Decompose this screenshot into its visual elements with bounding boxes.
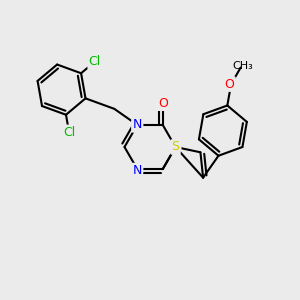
Text: N: N [133,118,142,131]
FancyBboxPatch shape [88,57,102,67]
Text: Cl: Cl [63,126,75,139]
FancyBboxPatch shape [157,99,169,108]
Text: O: O [225,78,235,91]
FancyBboxPatch shape [225,80,237,88]
Text: Cl: Cl [88,55,101,68]
FancyBboxPatch shape [131,165,143,173]
Text: N: N [133,164,142,177]
Text: S: S [172,140,179,154]
Text: O: O [158,97,168,110]
FancyBboxPatch shape [131,121,143,129]
FancyBboxPatch shape [169,142,181,152]
Text: CH₃: CH₃ [233,61,254,71]
FancyBboxPatch shape [62,127,76,138]
